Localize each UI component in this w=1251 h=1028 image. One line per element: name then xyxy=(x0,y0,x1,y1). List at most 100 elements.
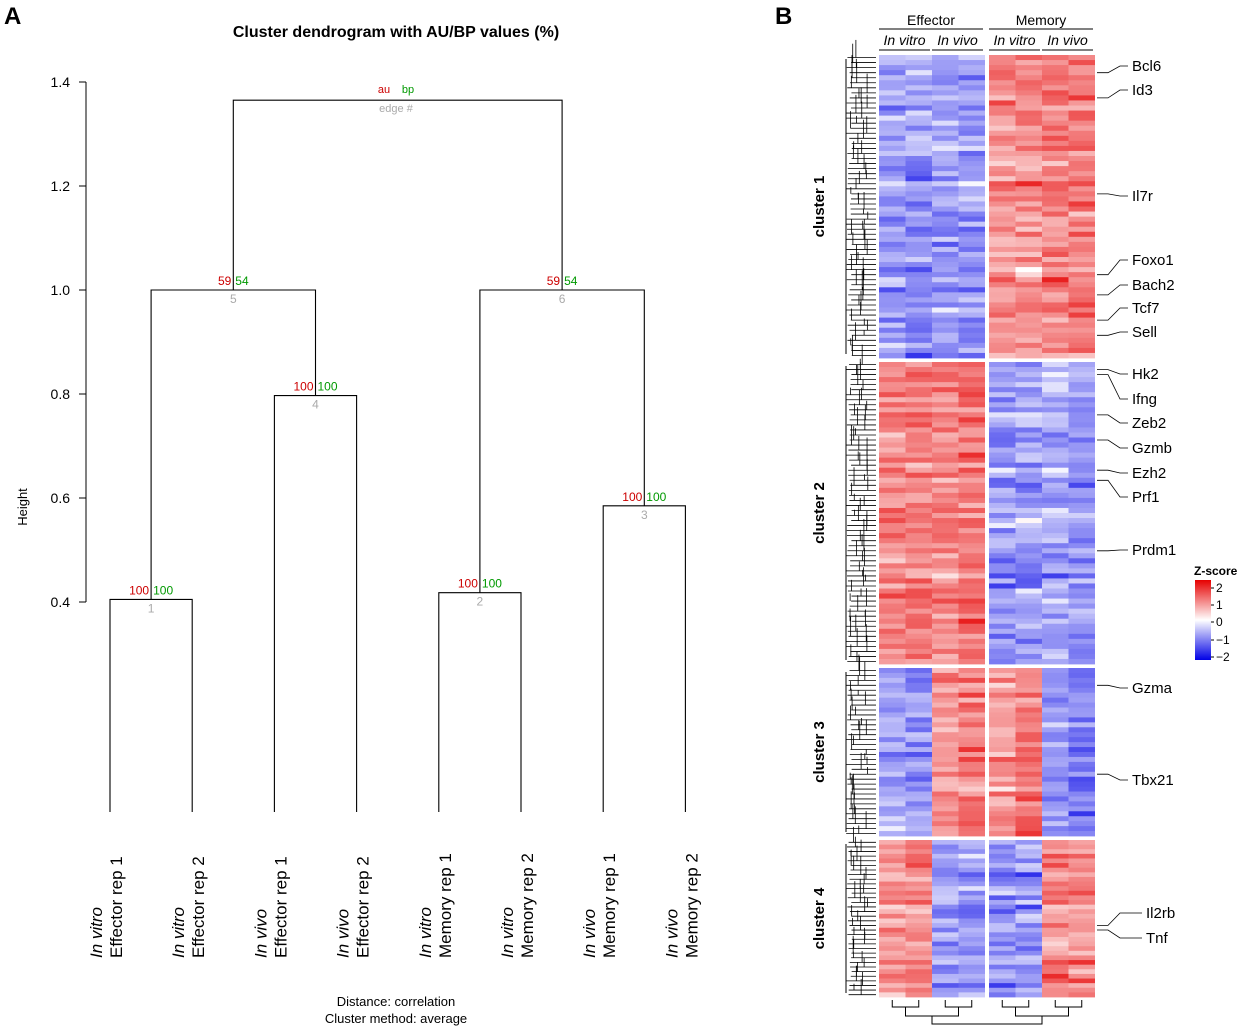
merge-branch-6 xyxy=(479,289,645,593)
heatmap-cell xyxy=(958,302,985,308)
gene-label: Tcf7 xyxy=(1132,300,1160,317)
heatmap-cell xyxy=(1042,538,1069,544)
heatmap-cell xyxy=(1068,307,1095,313)
heatmap-cell xyxy=(989,816,1016,822)
heatmap-cell xyxy=(1015,462,1042,469)
heatmap-cell xyxy=(1068,712,1095,718)
heatmap-cell xyxy=(1015,533,1042,539)
heatmap-cell xyxy=(905,558,932,564)
heatmap-cell xyxy=(1068,881,1095,887)
heatmap-cell xyxy=(989,518,1016,524)
heatmap-cell xyxy=(879,482,906,489)
heatmap-cell xyxy=(1068,216,1095,223)
heatmap-cell xyxy=(989,100,1016,106)
heatmap-cell xyxy=(905,312,932,318)
heatmap-cell xyxy=(958,927,985,933)
heatmap-cell xyxy=(1068,628,1095,635)
heatmap-cell xyxy=(932,472,959,479)
heatmap-cell xyxy=(932,231,959,238)
merge-branch-4 xyxy=(273,395,358,812)
heatmap-cell xyxy=(905,437,932,443)
heatmap-cell xyxy=(1015,801,1042,807)
heatmap-cell xyxy=(1042,653,1069,660)
heatmap-cell xyxy=(932,608,959,615)
heatmap-cell xyxy=(958,692,985,699)
heatmap-cell xyxy=(1042,497,1069,504)
heatmap-cell xyxy=(1015,950,1042,956)
heatmap-cell xyxy=(1068,327,1095,334)
heatmap-cell xyxy=(905,909,932,915)
heatmap-cell xyxy=(932,196,959,202)
heatmap-cell xyxy=(1068,372,1095,378)
heatmap-cell xyxy=(1068,909,1095,915)
heatmap-cell xyxy=(958,548,985,554)
heatmap-cell xyxy=(932,960,959,966)
heatmap-cell xyxy=(905,608,932,615)
heatmap-cell xyxy=(1042,623,1069,630)
heatmap-cell xyxy=(1042,548,1069,554)
heatmap-cell xyxy=(932,327,959,334)
heatmap-cell xyxy=(1068,472,1095,479)
heatmap-cell xyxy=(1068,181,1095,187)
heatmap-cell xyxy=(905,317,932,324)
heatmap-cell xyxy=(1068,849,1095,855)
heatmap-cell xyxy=(1015,156,1042,162)
heatmap-cell xyxy=(989,196,1016,202)
heatmap-cell xyxy=(879,643,906,650)
heatmap-cell xyxy=(879,347,906,354)
heatmap-cell xyxy=(879,307,906,313)
heatmap-cell xyxy=(989,487,1016,494)
heatmap-block-1 xyxy=(879,55,1095,359)
heatmap-cell xyxy=(1042,913,1069,919)
heatmap-cell xyxy=(958,946,985,952)
heatmap-cell xyxy=(989,302,1016,308)
row-dendrogram xyxy=(845,39,876,996)
heatmap-cell xyxy=(879,176,906,182)
heatmap-cell xyxy=(879,960,906,966)
heatmap-cell xyxy=(989,821,1016,827)
heatmap-cell xyxy=(932,553,959,559)
heatmap-cell xyxy=(905,801,932,807)
heatmap-cell xyxy=(1015,251,1042,258)
heatmap-cell xyxy=(958,507,985,514)
heatmap-cell xyxy=(905,960,932,966)
heatmap-cell xyxy=(879,387,906,393)
heatmap-cell xyxy=(1042,372,1069,378)
heatmap-cell xyxy=(879,702,906,708)
heatmap-cell xyxy=(958,613,985,620)
heatmap-cell xyxy=(1068,737,1095,743)
heatmap-cell xyxy=(958,771,985,778)
heatmap-cell xyxy=(905,578,932,584)
heatmap-cell xyxy=(879,412,906,418)
heatmap-cell xyxy=(905,638,932,645)
heatmap-cell xyxy=(989,648,1016,655)
heatmap-cell xyxy=(1015,65,1042,71)
heatmap-cell xyxy=(932,588,959,594)
heatmap-cell xyxy=(879,397,906,403)
heatmap-cell xyxy=(1042,287,1069,293)
heatmap-cell xyxy=(1015,166,1042,172)
heatmap-cell xyxy=(1068,603,1095,610)
heatmap-cell xyxy=(958,752,985,758)
heatmap-cell xyxy=(905,687,932,694)
heatmap-cell xyxy=(958,687,985,694)
heatmap-cell xyxy=(932,125,959,132)
heatmap-cell xyxy=(958,251,985,258)
heatmap-cell xyxy=(1015,367,1042,373)
heatmap-cell xyxy=(958,936,985,942)
heatmap-cell xyxy=(879,593,906,599)
heatmap-cell xyxy=(989,477,1016,484)
heatmap-cell xyxy=(879,221,906,228)
heatmap-cell xyxy=(958,482,985,489)
heatmap-cell xyxy=(1042,337,1069,344)
heatmap-cell xyxy=(989,523,1016,529)
heatmap-cell xyxy=(1068,563,1095,569)
heatmap-cell xyxy=(905,417,932,423)
heatmap-cell xyxy=(1068,221,1095,228)
gene-leader-line xyxy=(1097,439,1128,449)
heatmap-cell xyxy=(989,801,1016,807)
heatmap-cell xyxy=(958,211,985,217)
heatmap-cell xyxy=(879,811,906,817)
heatmap-cell xyxy=(905,643,932,650)
heatmap-cell xyxy=(905,236,932,243)
